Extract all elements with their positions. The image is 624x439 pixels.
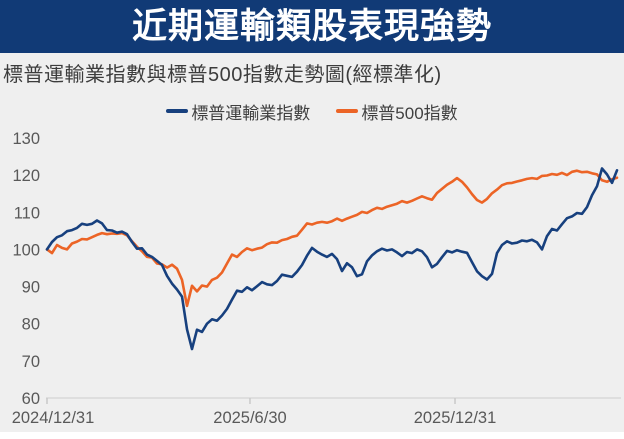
y-tick-label: 80 <box>22 316 40 334</box>
y-tick-label: 110 <box>14 204 40 222</box>
title-bar: 近期運輸類股表現強勢 <box>0 0 624 53</box>
page-title: 近期運輸類股表現強勢 <box>131 7 492 46</box>
y-tick-label: 100 <box>12 241 40 259</box>
series-line-transport <box>45 167 619 351</box>
x-tick-label: 2024/12/31 <box>12 409 95 427</box>
x-tick-label: 2025/6/30 <box>213 409 286 427</box>
chart-subtitle: 標普運輸業指數與標普500指數走勢圖(經標準化) <box>3 64 442 86</box>
legend-label-transport: 標普運輸業指數 <box>191 103 311 123</box>
y-tick-label: 130 <box>12 130 40 148</box>
y-tick-label: 60 <box>22 390 40 408</box>
sp500-line-swatch <box>336 109 359 113</box>
legend-label-sp500: 標普500指數 <box>361 103 458 123</box>
transport-line-swatch <box>166 109 189 113</box>
chart-legend: 標普運輸業指數 標普500指數 <box>0 98 624 124</box>
y-tick-label: 120 <box>12 167 40 185</box>
x-tick-label: 2025/12/31 <box>414 409 497 427</box>
legend-item-transport: 標普運輸業指數 <box>166 99 310 124</box>
legend-item-sp500: 標普500指數 <box>336 99 458 124</box>
series-line-sp500 <box>45 169 619 308</box>
y-tick-label: 90 <box>22 279 40 297</box>
y-tick-label: 70 <box>22 353 40 371</box>
